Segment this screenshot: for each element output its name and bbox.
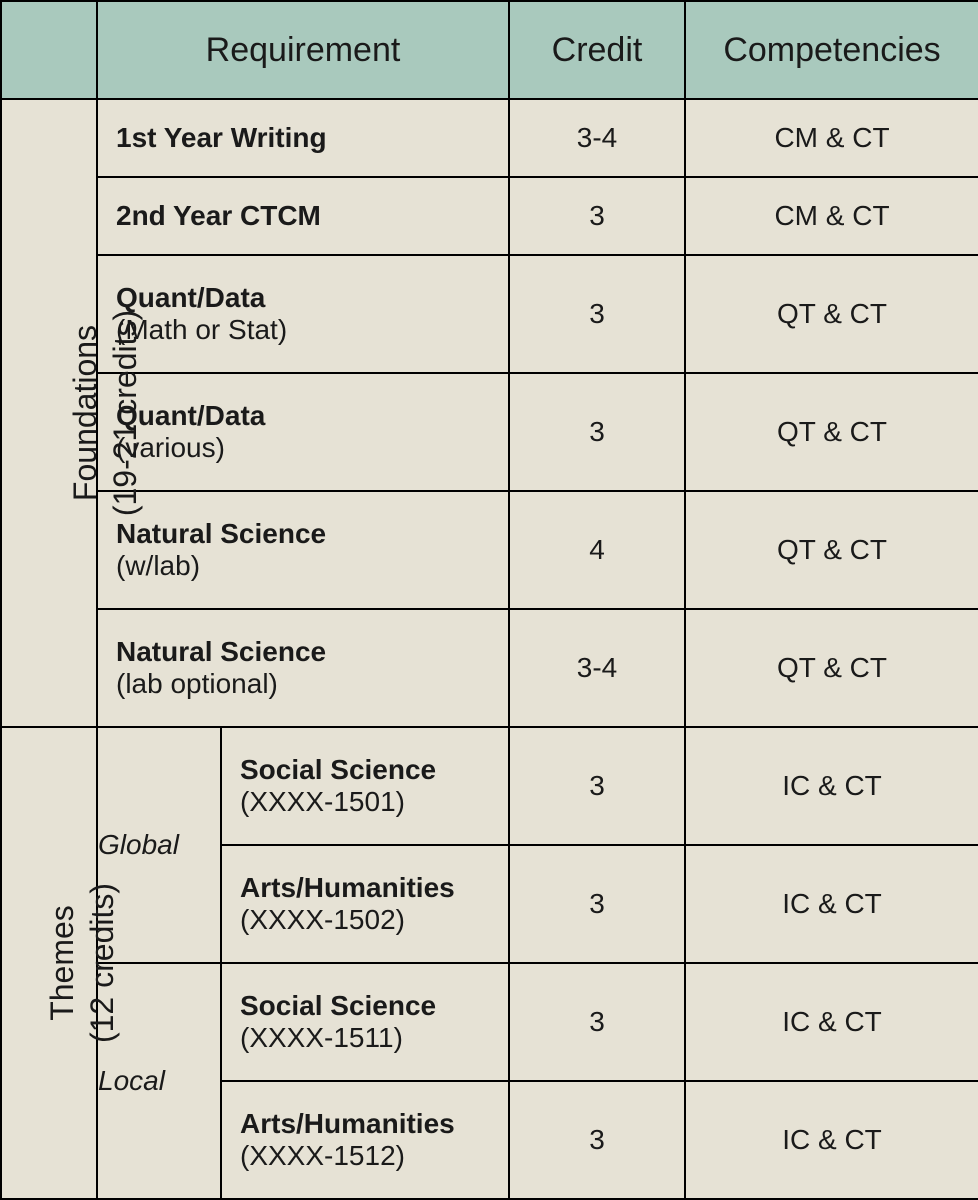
competencies-cell: QT & CT (685, 609, 978, 727)
section-themes: Themes (12 credits) (1, 727, 97, 1199)
requirement-title: Social Science (240, 990, 436, 1021)
table-row: Natural Science (lab optional) 3-4 QT & … (1, 609, 978, 727)
competencies-cell: IC & CT (685, 1081, 978, 1199)
competencies-cell: IC & CT (685, 727, 978, 845)
credit-cell: 3 (509, 177, 685, 255)
credit-cell: 3 (509, 373, 685, 491)
requirement-sub: (XXXX-1502) (240, 904, 405, 935)
section-foundations: Foundations (19-21 credits) (1, 99, 97, 727)
requirement-cell: Arts/Humanities (XXXX-1502) (221, 845, 509, 963)
requirement-cell: 1st Year Writing (97, 99, 509, 177)
requirement-cell: Quant/Data (various) (97, 373, 509, 491)
competencies-cell: CM & CT (685, 99, 978, 177)
header-requirement: Requirement (97, 1, 509, 99)
table-row: Quant/Data (Math or Stat) 3 QT & CT (1, 255, 978, 373)
credit-cell: 3 (509, 845, 685, 963)
section-label-line2: (12 credits) (84, 883, 120, 1043)
requirement-title: Arts/Humanities (240, 1108, 455, 1139)
competencies-cell: QT & CT (685, 255, 978, 373)
requirement-title: 1st Year Writing (116, 122, 327, 153)
table-row: Foundations (19-21 credits) 1st Year Wri… (1, 99, 978, 177)
requirement-sub: (XXXX-1511) (240, 1022, 403, 1053)
credit-cell: 4 (509, 491, 685, 609)
curriculum-table: Requirement Credit Competencies Foundati… (0, 0, 978, 1200)
section-label-line2: (19-21 credits) (107, 310, 143, 516)
requirement-cell: Social Science (XXXX-1501) (221, 727, 509, 845)
requirement-title: Arts/Humanities (240, 872, 455, 903)
competencies-cell: IC & CT (685, 963, 978, 1081)
requirement-title: Natural Science (116, 518, 326, 549)
requirement-title: Social Science (240, 754, 436, 785)
requirement-title: 2nd Year CTCM (116, 200, 321, 231)
requirement-sub: (w/lab) (116, 550, 200, 581)
credit-cell: 3 (509, 255, 685, 373)
section-label-line1: Themes (44, 905, 80, 1021)
competencies-cell: QT & CT (685, 491, 978, 609)
table-row: Local Social Science (XXXX-1511) 3 IC & … (1, 963, 978, 1081)
header-row: Requirement Credit Competencies (1, 1, 978, 99)
credit-cell: 3 (509, 727, 685, 845)
requirement-cell: 2nd Year CTCM (97, 177, 509, 255)
requirement-title: Natural Science (116, 636, 326, 667)
requirement-cell: Arts/Humanities (XXXX-1512) (221, 1081, 509, 1199)
credit-cell: 3-4 (509, 609, 685, 727)
credit-cell: 3 (509, 963, 685, 1081)
table-row: Natural Science (w/lab) 4 QT & CT (1, 491, 978, 609)
table-row: 2nd Year CTCM 3 CM & CT (1, 177, 978, 255)
table-row: Themes (12 credits) Global Social Scienc… (1, 727, 978, 845)
requirement-sub: (lab optional) (116, 668, 278, 699)
requirement-sub: (XXXX-1512) (240, 1140, 405, 1171)
header-competencies: Competencies (685, 1, 978, 99)
requirement-sub: (XXXX-1501) (240, 786, 405, 817)
header-credit: Credit (509, 1, 685, 99)
requirement-cell: Natural Science (lab optional) (97, 609, 509, 727)
credit-cell: 3-4 (509, 99, 685, 177)
header-blank (1, 1, 97, 99)
requirement-cell: Social Science (XXXX-1511) (221, 963, 509, 1081)
section-label-line1: Foundations (67, 325, 103, 501)
competencies-cell: CM & CT (685, 177, 978, 255)
requirement-cell: Natural Science (w/lab) (97, 491, 509, 609)
table-row: Quant/Data (various) 3 QT & CT (1, 373, 978, 491)
competencies-cell: IC & CT (685, 845, 978, 963)
requirement-cell: Quant/Data (Math or Stat) (97, 255, 509, 373)
requirement-title: Quant/Data (116, 282, 265, 313)
competencies-cell: QT & CT (685, 373, 978, 491)
credit-cell: 3 (509, 1081, 685, 1199)
